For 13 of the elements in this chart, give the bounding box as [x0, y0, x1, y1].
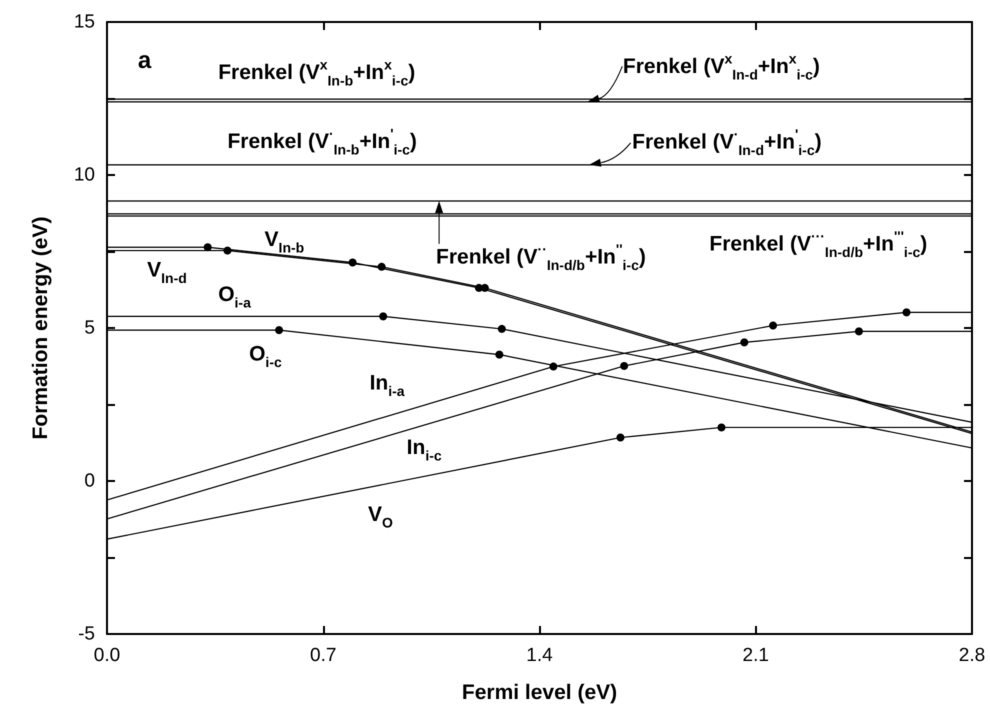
y-tick-label: 0: [84, 470, 95, 492]
y-tick-label: 15: [74, 12, 95, 32]
annotation: a: [138, 46, 152, 74]
x-tick-label: 2.1: [742, 645, 769, 666]
y-tick-label: 10: [74, 164, 95, 186]
x-axis-title: Fermi level (eV): [462, 681, 618, 704]
y-tick-label: 5: [84, 318, 95, 338]
y-tick-label: -5: [78, 624, 95, 644]
x-tick-label: 0.7: [310, 645, 336, 666]
y-axis-title: Formation energy (eV): [29, 216, 52, 440]
x-tick-label: 2.8: [958, 645, 986, 666]
x-tick-label: 0.0: [94, 645, 120, 666]
x-tick-label: 1.4: [526, 645, 554, 666]
